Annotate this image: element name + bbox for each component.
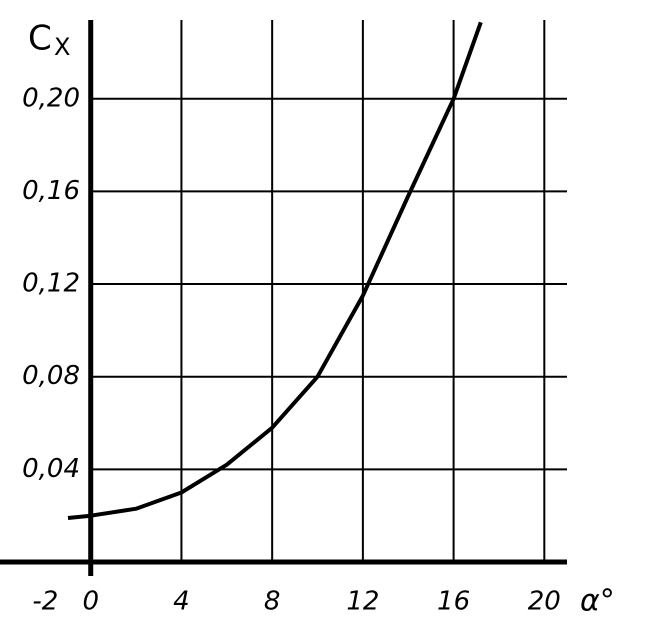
y-tick-label: 0,04 xyxy=(22,454,80,484)
y-tick-label: 0,20 xyxy=(22,83,80,113)
y-axis-label: C xyxy=(28,19,52,59)
x-tick-label: -2 xyxy=(32,587,58,617)
y-tick-label: 0,12 xyxy=(22,269,80,299)
x-tick-label: 4 xyxy=(173,587,190,617)
y-axis-label-sub: X xyxy=(54,33,70,61)
x-axis-label: α° xyxy=(580,584,615,619)
y-tick-label: 0,08 xyxy=(22,361,80,391)
data-line xyxy=(67,21,483,520)
x-tick-label: 20 xyxy=(528,587,561,617)
x-tick-label: 8 xyxy=(264,587,281,617)
y-tick-label: 0,16 xyxy=(22,176,80,206)
x-tick-label: 0 xyxy=(82,587,99,617)
x-tick-label: 12 xyxy=(346,587,379,617)
x-tick-label: 16 xyxy=(437,587,470,617)
